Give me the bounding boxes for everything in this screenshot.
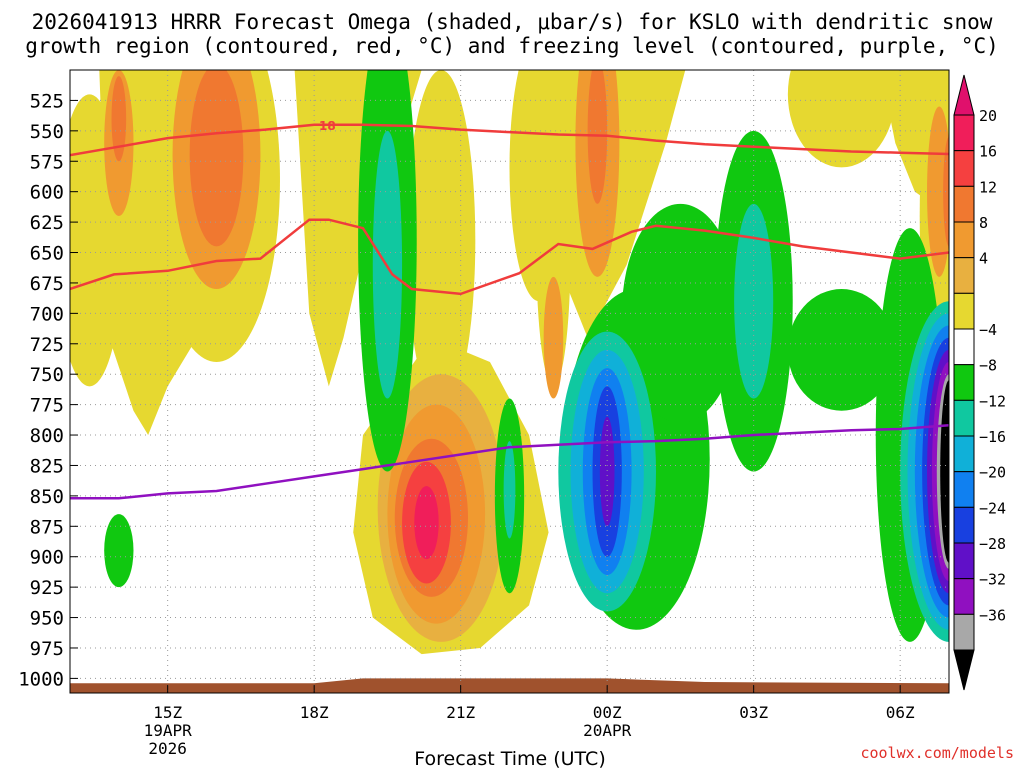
colorbar-segment	[953, 542, 975, 580]
colorbar-top-arrow	[953, 74, 975, 116]
colorbar-segment	[953, 221, 975, 259]
y-tick-label: 875	[30, 516, 64, 538]
shade-orange-8	[927, 106, 949, 277]
colorbar-segment	[953, 506, 975, 544]
chart-title-line1: 2026041913 HRRR Forecast Omega (shaded, …	[31, 10, 993, 34]
colorbar-label: −36	[979, 606, 1006, 624]
shade-red-2	[414, 486, 439, 560]
colorbar-segment	[953, 613, 975, 651]
colorbar-segment	[953, 471, 975, 508]
x-tick-label: 00Z	[593, 703, 622, 722]
colorbar-segment	[953, 150, 975, 187]
y-tick-label: 825	[30, 455, 64, 477]
dgz-contour-label: 18	[319, 119, 336, 133]
x-tick-label: 06Z	[886, 703, 915, 722]
y-tick-label: 1000	[18, 668, 64, 690]
colorbar-segment	[953, 578, 975, 615]
dgz-contour-upper	[70, 123, 949, 157]
colorbar-label: −12	[979, 392, 1006, 410]
shade-orange-6	[587, 70, 608, 204]
colorbar-label: 16	[979, 143, 997, 161]
shade-green-9	[734, 203, 774, 399]
colorbar-label: −20	[979, 464, 1006, 482]
colorbar-label: −4	[979, 321, 997, 339]
colorbar-segment	[953, 185, 975, 223]
y-tick-label: 725	[30, 334, 64, 356]
freezing-level-contour	[70, 424, 949, 500]
colorbar-label: −24	[979, 499, 1006, 517]
y-tick-label: 975	[30, 638, 64, 660]
x-tick-year: 2026	[148, 739, 187, 758]
y-tick-label: 525	[30, 90, 64, 112]
shade-yellow-3	[406, 70, 476, 411]
colorbar-segment	[953, 364, 975, 401]
plot-frame	[69, 69, 950, 694]
dgz-contour-lower	[70, 218, 949, 296]
colorbar-segment	[953, 257, 975, 294]
colorbar-segment	[953, 328, 975, 366]
colorbar-label: −16	[979, 428, 1006, 446]
colorbar-segment	[953, 292, 975, 330]
x-tick-date: 20APR	[583, 721, 632, 740]
x-tick-date: 19APR	[144, 721, 193, 740]
colorbar-label: 20	[979, 107, 997, 125]
x-tick-label: 18Z	[300, 703, 329, 722]
y-tick-label: 625	[30, 212, 64, 234]
colorbar-label: 4	[979, 250, 988, 268]
colorbar-bottom-arrow	[953, 649, 975, 691]
y-tick-label: 900	[30, 547, 64, 569]
colorbar-segment	[953, 399, 975, 437]
ground-surface	[70, 678, 949, 693]
chart-title-line2: growth region (contoured, red, °C) and f…	[25, 34, 999, 58]
y-tick-label: 550	[30, 121, 64, 143]
x-tick-label: 15Z	[153, 703, 182, 722]
y-tick-label: 600	[30, 182, 64, 204]
colorbar-label: −8	[979, 357, 997, 375]
x-tick-label: 21Z	[446, 703, 475, 722]
y-tick-label: 700	[30, 303, 64, 325]
colorbar-segment	[953, 435, 975, 473]
x-axis-label: Forecast Time (UTC)	[414, 748, 605, 768]
y-tick-label: 800	[30, 425, 64, 447]
shade-green-10	[787, 289, 896, 411]
y-tick-label: 575	[30, 151, 64, 173]
y-tick-label: 925	[30, 577, 64, 599]
shade-orange-7	[543, 276, 564, 399]
shade-orange-9	[943, 136, 949, 247]
shade-purple-1	[599, 416, 615, 527]
shade-orange-2	[189, 70, 244, 247]
colorbar-label: −32	[979, 571, 1006, 589]
shade-yellow-5	[787, 70, 896, 168]
colorbar-segment	[953, 114, 975, 152]
shade-green-5	[503, 441, 516, 539]
colorbar-label: −28	[979, 535, 1006, 553]
x-tick-label: 03Z	[739, 703, 768, 722]
y-tick-label: 850	[30, 486, 64, 508]
y-tick-label: 650	[30, 243, 64, 265]
colorbar-label: 12	[979, 178, 997, 196]
shade-green-3	[104, 514, 134, 588]
colorbar-label: 8	[979, 214, 988, 232]
y-tick-label: 750	[30, 364, 64, 386]
shade-orange-4	[111, 76, 127, 162]
y-tick-label: 675	[30, 273, 64, 295]
credit-text: coolwx.com/models	[860, 744, 1014, 762]
y-tick-label: 775	[30, 395, 64, 417]
y-tick-label: 950	[30, 608, 64, 630]
